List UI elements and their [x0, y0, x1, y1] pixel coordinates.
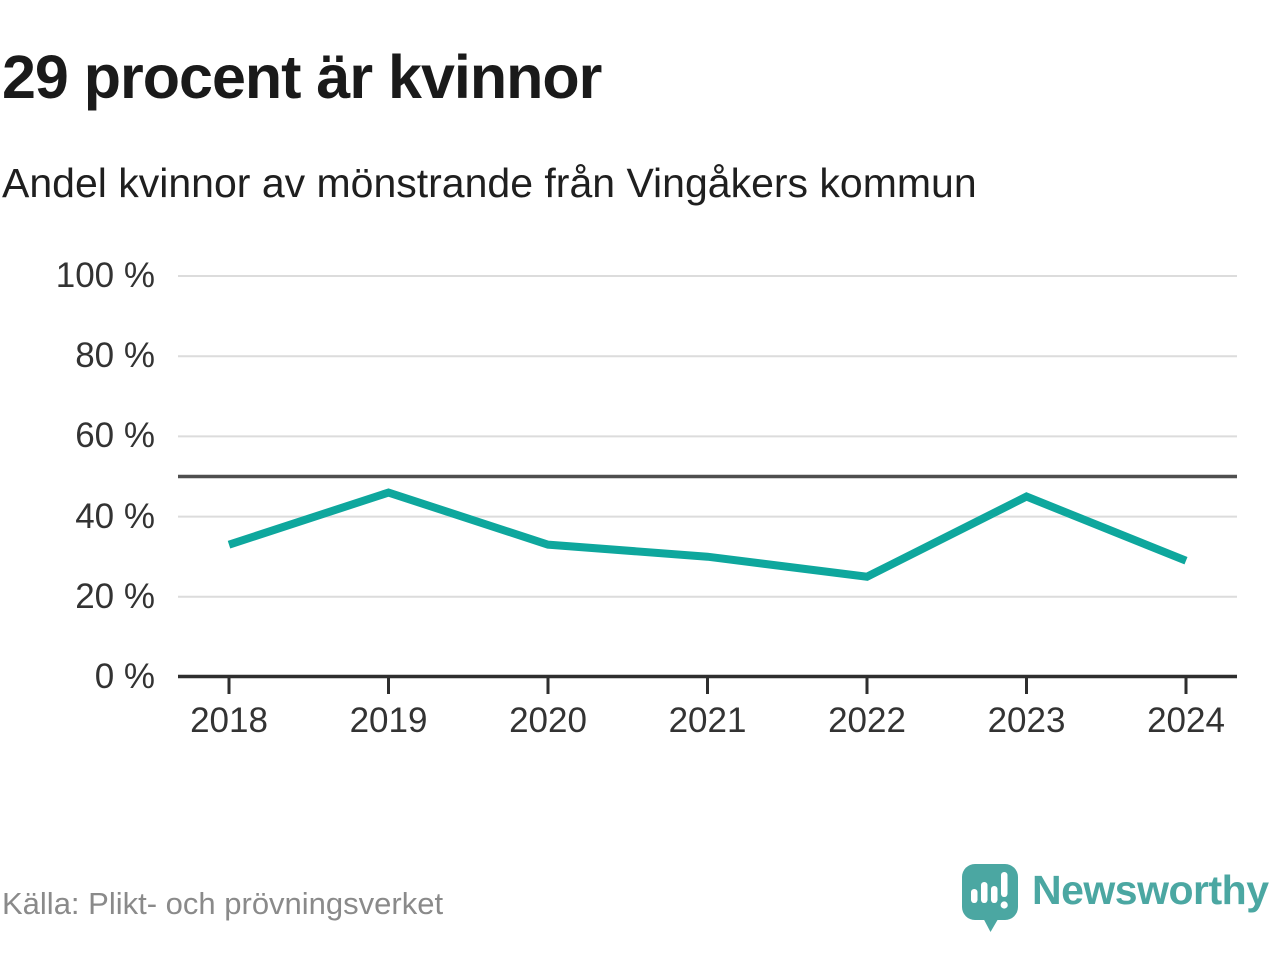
y-axis-tick-label: 60 %: [75, 416, 155, 456]
data-line: [227, 488, 1188, 581]
x-axis-tick-label: 2021: [668, 701, 747, 740]
y-axis-tick-label: 100 %: [55, 256, 155, 295]
chart-subtitle: Andel kvinnor av mönstrande från Vingåke…: [2, 160, 977, 206]
x-axis-tick-label: 2020: [509, 701, 587, 740]
exclamation-stem: [1001, 872, 1008, 897]
bar-small: [971, 889, 978, 903]
x-axis-tick-label: 2019: [349, 701, 428, 740]
y-axis-tick-label: 20 %: [75, 576, 155, 616]
x-axis-tick-label: 2024: [1147, 701, 1225, 740]
source-note: Källa: Plikt- och prövningsverket: [2, 886, 444, 921]
exclamation-dot: [1000, 901, 1008, 909]
newsworthy-logo-icon: [962, 864, 1018, 932]
x-axis-tick-label: 2023: [987, 701, 1066, 740]
y-axis-tick-label: 40 %: [75, 496, 155, 536]
bar-tall: [981, 882, 988, 903]
bar-medium: [991, 886, 998, 903]
speech-bubble-tail: [981, 914, 1001, 932]
x-axis-tick-label: 2018: [190, 701, 268, 740]
x-axis-tick-label: 2022: [828, 701, 906, 740]
y-axis-tick-label: 80 %: [75, 336, 155, 376]
page-title: 29 procent är kvinnor: [2, 43, 602, 111]
y-axis-tick-label: 0 %: [94, 657, 155, 696]
newsworthy-logo-text: Newsworthy: [1032, 867, 1269, 913]
